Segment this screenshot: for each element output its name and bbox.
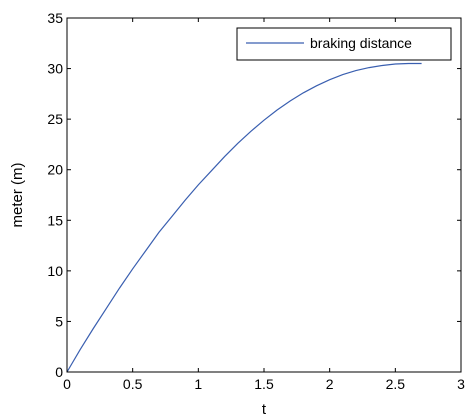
y-tick-label: 10 bbox=[47, 263, 63, 279]
x-tick-label: 0.5 bbox=[123, 376, 143, 392]
x-tick-label: 0 bbox=[63, 376, 71, 392]
x-tick-label: 3 bbox=[457, 376, 465, 392]
y-axis-label: meter (m) bbox=[9, 163, 26, 228]
x-tick-label: 2.5 bbox=[386, 376, 406, 392]
x-tick-label: 2 bbox=[326, 376, 334, 392]
y-tick-label: 0 bbox=[55, 364, 63, 380]
y-tick-label: 15 bbox=[47, 212, 63, 228]
x-axis-label: t bbox=[262, 401, 267, 418]
y-tick-label: 20 bbox=[47, 162, 63, 178]
y-tick-label: 5 bbox=[55, 313, 63, 329]
legend: braking distance bbox=[236, 27, 452, 61]
plot-area-frame bbox=[66, 17, 462, 373]
series-line-braking-distance bbox=[66, 62, 422, 373]
y-tick-label: 25 bbox=[47, 111, 63, 127]
y-tick-label: 30 bbox=[47, 61, 63, 77]
legend-label-braking-distance: braking distance bbox=[310, 35, 412, 51]
legend-box bbox=[236, 27, 452, 61]
y-tick-label: 35 bbox=[47, 10, 63, 26]
x-tick-label: 1 bbox=[194, 376, 202, 392]
x-tick-label: 1.5 bbox=[254, 376, 274, 392]
